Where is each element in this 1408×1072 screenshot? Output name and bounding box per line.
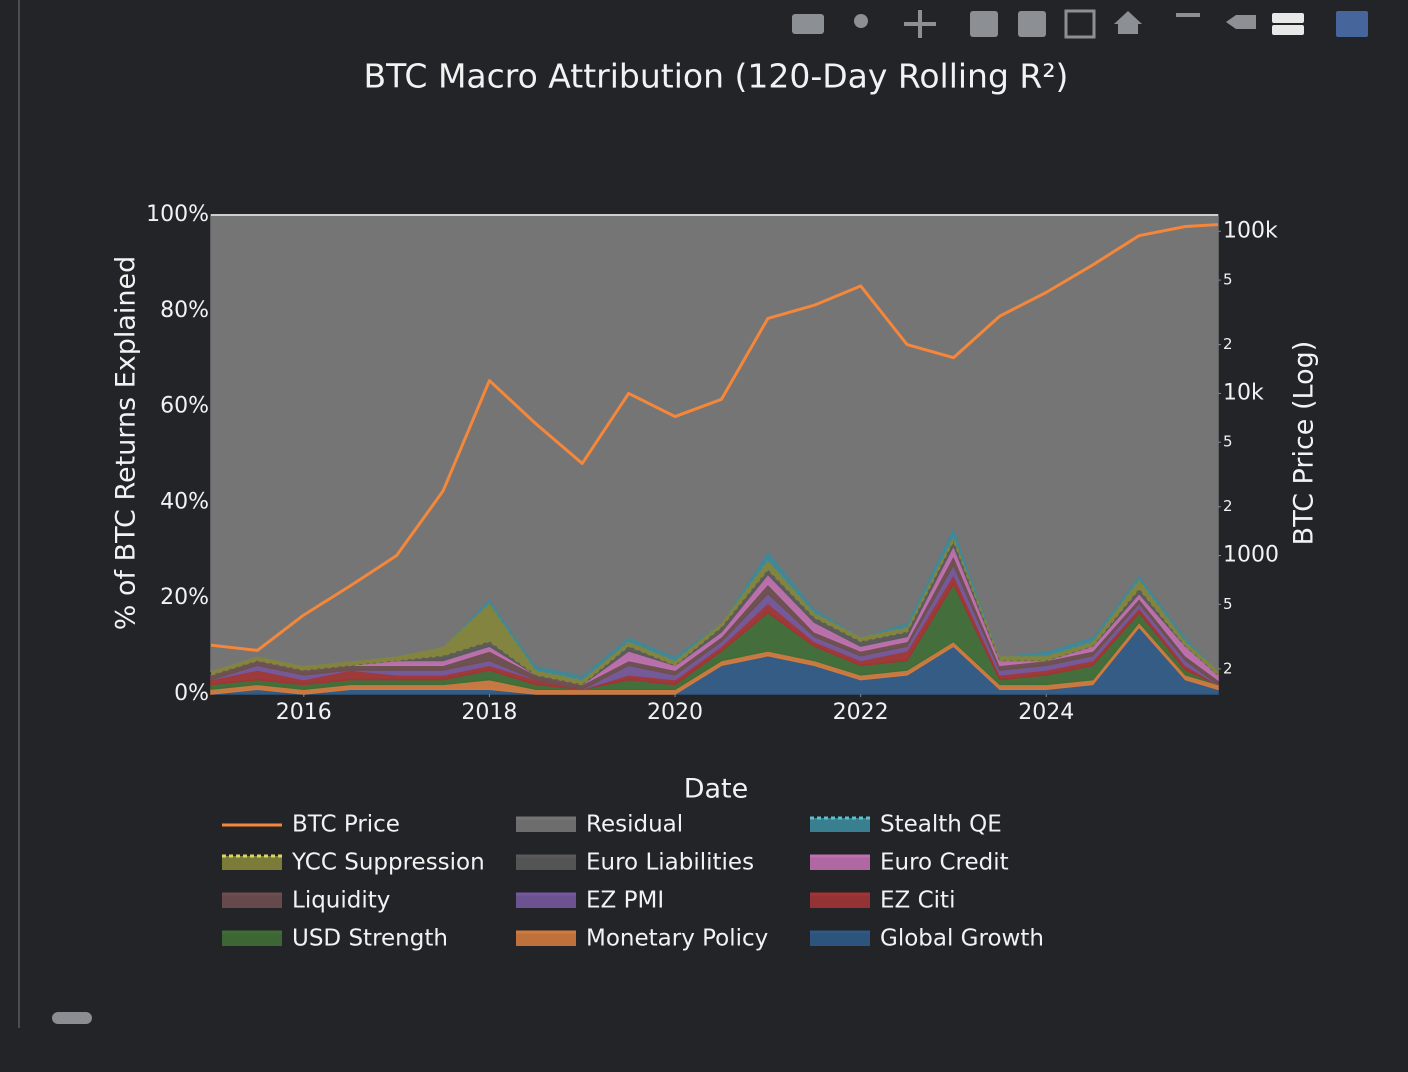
legend-item: Euro Credit xyxy=(810,850,1009,876)
y2-tick-label: 2 xyxy=(1223,335,1233,353)
legend-label: Monetary Policy xyxy=(586,926,768,952)
legend-label: EZ Citi xyxy=(880,888,955,914)
x-axis-title: Date xyxy=(684,774,749,805)
y-tick-label: 40% xyxy=(160,489,209,514)
legend-swatch xyxy=(810,856,870,870)
legend-item: Euro Liabilities xyxy=(516,850,754,876)
y2-tick-label: 10k xyxy=(1223,380,1264,405)
y2-tick-label: 1000 xyxy=(1223,543,1279,568)
legend-swatch xyxy=(810,818,870,832)
y-tick-label: 100% xyxy=(146,202,209,227)
y2-tick-label: 2 xyxy=(1223,659,1233,677)
y2-tick-label: 5 xyxy=(1223,595,1233,613)
legend-swatch xyxy=(516,894,576,908)
x-tick-label: 2020 xyxy=(647,700,703,725)
pan-icon-v xyxy=(918,10,922,38)
legend-swatch xyxy=(516,856,576,870)
zoom-in-icon[interactable] xyxy=(970,11,998,37)
y-tick-label: 20% xyxy=(160,585,209,610)
legend-item: Monetary Policy xyxy=(516,926,768,952)
y2-axis-title: BTC Price (Log) xyxy=(1289,341,1320,546)
zoom-out-icon[interactable] xyxy=(1018,11,1046,37)
y2-tick-label: 100k xyxy=(1223,218,1278,243)
y-tick-label: 60% xyxy=(160,394,209,419)
legend-item: Stealth QE xyxy=(810,812,1002,838)
hover-compare-icon-b xyxy=(1272,25,1304,35)
legend-label: USD Strength xyxy=(292,926,448,952)
modebar xyxy=(792,9,1368,39)
zoom-icon[interactable] xyxy=(854,14,868,28)
y-tick-label: 0% xyxy=(174,681,209,706)
legend-swatch xyxy=(516,932,576,946)
scroll-handle[interactable] xyxy=(52,1012,92,1024)
legend-label: Residual xyxy=(586,812,683,838)
legend-swatch xyxy=(222,856,282,870)
legend-swatch xyxy=(810,894,870,908)
legend-item: YCC Suppression xyxy=(222,850,485,876)
legend-label: Stealth QE xyxy=(880,812,1002,838)
y-tick-label: 80% xyxy=(160,298,209,323)
chart-title: BTC Macro Attribution (120-Day Rolling R… xyxy=(364,57,1069,96)
legend-label: YCC Suppression xyxy=(291,850,485,876)
legend-item: EZ PMI xyxy=(516,888,664,914)
legend-label: Global Growth xyxy=(880,926,1044,952)
camera-icon[interactable] xyxy=(792,14,824,34)
hover-compare-icon[interactable] xyxy=(1272,13,1304,23)
y-axis-title: % of BTC Returns Explained xyxy=(111,256,142,631)
legend-item: Residual xyxy=(516,812,683,838)
y2-tick-label: 2 xyxy=(1223,497,1233,515)
y2-tick-label: 5 xyxy=(1223,271,1233,289)
legend-swatch xyxy=(516,818,576,832)
hover-closest-icon[interactable] xyxy=(1226,15,1256,29)
legend-item: BTC Price xyxy=(222,812,400,838)
legend-label: Euro Liabilities xyxy=(586,850,754,876)
reset-icon[interactable] xyxy=(1114,11,1142,34)
x-tick-label: 2018 xyxy=(461,700,517,725)
plot-area xyxy=(210,214,1219,695)
plotly-logo[interactable] xyxy=(1336,11,1368,37)
legend-item: USD Strength xyxy=(222,926,448,952)
legend-item: EZ Citi xyxy=(810,888,955,914)
spike-icon[interactable] xyxy=(1176,13,1200,17)
legend-item: Global Growth xyxy=(810,926,1044,952)
legend-label: Euro Credit xyxy=(880,850,1009,876)
y2-tick-label: 5 xyxy=(1223,433,1233,451)
area-residual xyxy=(210,214,1219,676)
legend-label: BTC Price xyxy=(292,812,400,838)
legend-swatch xyxy=(810,932,870,946)
legend-label: Liquidity xyxy=(292,888,390,914)
legend-swatch xyxy=(222,932,282,946)
autoscale-icon[interactable] xyxy=(1064,9,1096,39)
x-tick-label: 2016 xyxy=(276,700,332,725)
x-tick-label: 2024 xyxy=(1018,700,1074,725)
x-tick-label: 2022 xyxy=(833,700,889,725)
btc-price-line xyxy=(210,223,1219,652)
legend-label: EZ PMI xyxy=(586,888,664,914)
legend-swatch xyxy=(222,894,282,908)
legend-item: Liquidity xyxy=(222,888,390,914)
